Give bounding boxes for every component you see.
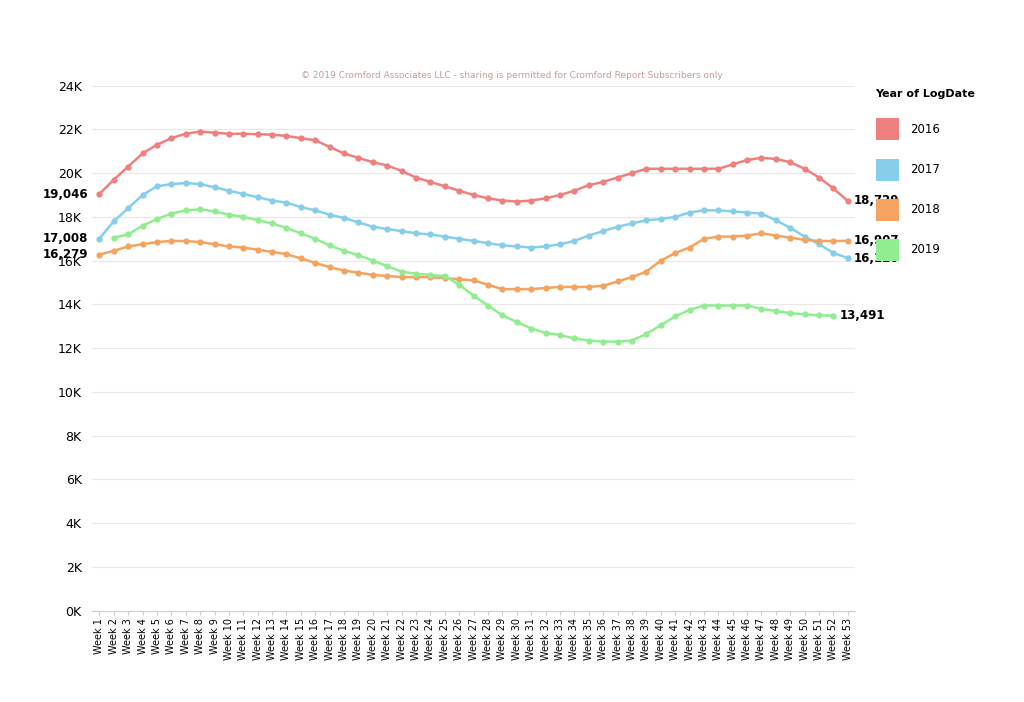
Text: Year of LogDate: Year of LogDate [876,89,976,99]
Text: 17,008: 17,008 [42,232,88,245]
Text: 13,491: 13,491 [840,309,885,322]
Bar [876,199,899,220]
Text: Active Listing Weekly Counts - Compared by Year: Active Listing Weekly Counts - Compared … [231,9,793,29]
Text: 18,729: 18,729 [854,194,899,208]
Bar [876,239,899,261]
Text: 16,279: 16,279 [42,248,88,261]
Text: 2017: 2017 [910,163,940,176]
Text: © 2019 Cromford Associates LLC - sharing is permitted for Cromford Report Subscr: © 2019 Cromford Associates LLC - sharing… [301,71,723,80]
Text: Last Update: 11/10/2019 10:17:55 AM: Last Update: 11/10/2019 10:17:55 AM [392,53,632,66]
Text: 2016: 2016 [910,123,940,136]
Text: 16,120: 16,120 [854,251,899,265]
Text: 16,907: 16,907 [854,234,899,247]
Text: 19,046: 19,046 [42,187,88,201]
Bar [876,159,899,180]
Bar [876,119,899,140]
Text: 2019: 2019 [910,244,940,256]
Text: Greater Phoenix - ARMLS Residential - Measured Weekly: Greater Phoenix - ARMLS Residential - Me… [296,33,728,48]
Text: 2018: 2018 [910,204,940,216]
